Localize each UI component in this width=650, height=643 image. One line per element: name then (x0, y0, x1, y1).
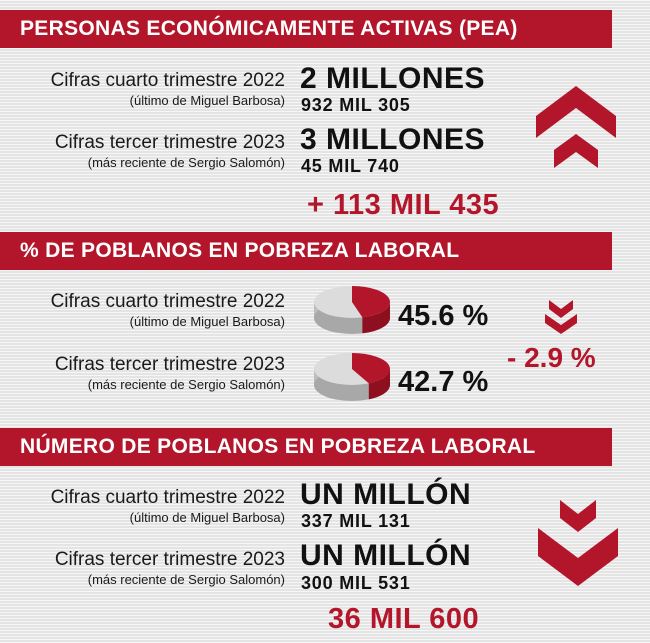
pobreza-pct-change: - 2.9 % (507, 342, 596, 373)
pobreza-change: 36 MIL 600 (328, 603, 480, 635)
pie-chart-2023 (314, 353, 391, 401)
section-title: NÚMERO DE POBLANOS EN POBREZA LABORAL (20, 435, 536, 458)
pobreza-subvalue-2023: 300 MIL 531 (301, 573, 411, 593)
section-title: PERSONAS ECONÓMICAMENTE ACTIVAS (PEA) (20, 17, 518, 40)
row-label-2022: Cifras cuarto trimestre 2022 (último de … (50, 70, 285, 108)
row-label-2022: Cifras cuarto trimestre 2022 (último de … (50, 291, 285, 329)
pea-change: + 113 MIL 435 (307, 189, 500, 221)
pie-chart-2022 (314, 286, 390, 334)
pie-slice (352, 353, 391, 384)
pea-subvalue-2022: 932 MIL 305 (301, 95, 411, 115)
double-chevron-up-icon (536, 86, 616, 168)
section-header-pea: PERSONAS ECONÓMICAMENTE ACTIVAS (PEA) (0, 10, 612, 48)
pea-value-2023: 3 MILLONES (300, 123, 486, 156)
section-header-pobreza-num: NÚMERO DE POBLANOS EN POBREZA LABORAL (0, 428, 612, 466)
double-chevron-down-icon (545, 300, 577, 334)
row-label-2022: Cifras cuarto trimestre 2022 (último de … (50, 487, 285, 525)
double-chevron-down-icon (538, 500, 618, 586)
pea-value-2022: 2 MILLONES (300, 62, 486, 95)
section-title: % DE POBLANOS EN POBREZA LABORAL (20, 239, 460, 262)
pie-slice-side (362, 302, 390, 334)
section-header-pobreza-pct: % DE POBLANOS EN POBREZA LABORAL (0, 232, 612, 270)
pea-subvalue-2023: 45 MIL 740 (301, 156, 400, 176)
pobreza-value-2022: UN MILLÓN (300, 478, 472, 511)
pobreza-pct-2023: 42.7 % (398, 366, 489, 398)
pie-slice-side (368, 369, 390, 400)
row-label-2023: Cifras tercer trimestre 2023 (más recien… (54, 354, 285, 392)
pobreza-value-2023: UN MILLÓN (300, 539, 472, 572)
row-label-2023: Cifras tercer trimestre 2023 (más recien… (54, 132, 285, 170)
pie-slice (352, 286, 390, 318)
pobreza-pct-2022: 45.6 % (398, 300, 489, 332)
row-label-2023: Cifras tercer trimestre 2023 (más recien… (54, 549, 285, 587)
pobreza-subvalue-2022: 337 MIL 131 (301, 511, 411, 531)
